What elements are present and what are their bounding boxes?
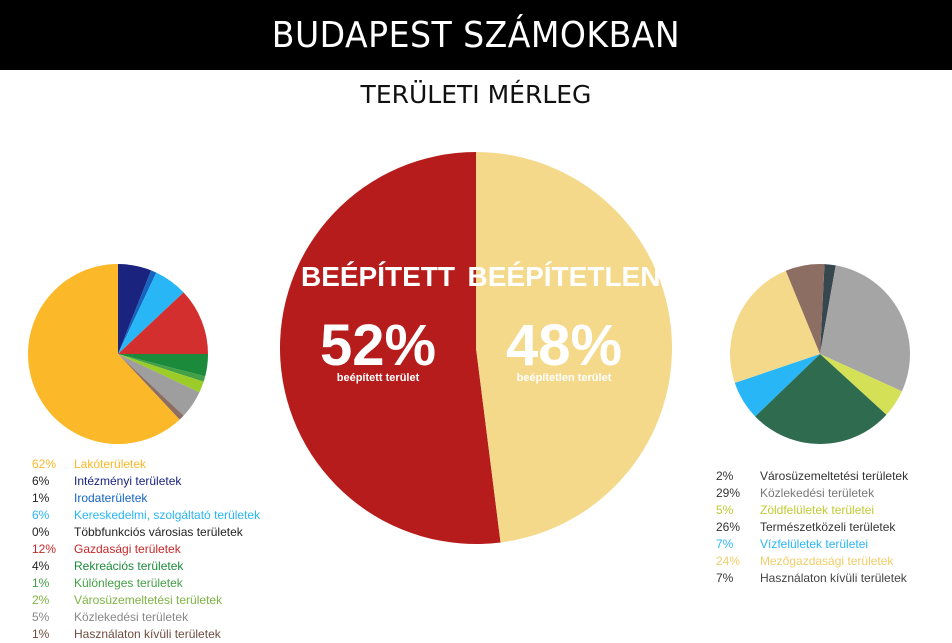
legend-item: 12% Gazdasági területek xyxy=(32,541,260,558)
legend-item-value: 7% xyxy=(716,537,734,551)
legend-item-label: Közlekedési területek xyxy=(74,610,189,624)
left-pie-slice xyxy=(118,354,200,416)
legend-item-label: Különleges területek xyxy=(74,576,183,590)
legend-item-label: Rekreációs területek xyxy=(74,559,184,573)
legend-item-value: 24% xyxy=(716,554,741,568)
legend-item-value: 29% xyxy=(716,486,741,500)
legend-item: 24% Mezőgazdasági területek xyxy=(716,553,908,570)
main-pie-slice xyxy=(476,152,672,543)
right-pie-chart xyxy=(730,264,910,444)
legend-item: 29% Közlekedési területek xyxy=(716,485,908,502)
legend-item: 1% Használaton kívüli területek xyxy=(32,626,260,643)
legend-item-value: 6% xyxy=(32,508,50,522)
page-title: BUDAPEST SZÁMOKBAN xyxy=(271,14,681,56)
right-pie-slice xyxy=(730,270,820,383)
main-pie-caption: beépítetlen terület xyxy=(517,372,612,384)
main-pie-slice xyxy=(279,152,501,544)
legend-item-label: Városüzemeltetési területek xyxy=(74,593,223,607)
legend-item-value: 4% xyxy=(32,559,50,573)
legend-item-value: 12% xyxy=(32,542,57,556)
left-pie-slice xyxy=(118,354,208,377)
legend-item: 6% Intézményi területek xyxy=(32,473,260,490)
legend-item: 26% Természetközeli területek xyxy=(716,519,908,536)
right-pie-slice xyxy=(734,354,820,417)
legend-item-label: Irodaterületek xyxy=(74,491,148,505)
left-pie-slice xyxy=(118,270,157,354)
left-pie-slice xyxy=(118,264,152,354)
legend-item-value: 5% xyxy=(716,503,734,517)
legend-item-value: 62% xyxy=(32,457,57,471)
legend-item-value: 26% xyxy=(716,520,741,534)
left-pie-slice xyxy=(118,292,208,354)
legend-item-value: 1% xyxy=(32,627,50,641)
legend-item-value: 1% xyxy=(32,576,50,590)
legend-item-label: Használaton kívüli területek xyxy=(760,571,907,585)
legend-item-value: 2% xyxy=(716,469,734,483)
legend-item-value: 1% xyxy=(32,491,50,505)
legend-item-value: 6% xyxy=(32,474,50,488)
main-pie-slice-label: BEÉPÍTETLEN xyxy=(468,261,661,292)
legend-item-label: Lakóterületek xyxy=(74,457,147,471)
legend-item: 62% Lakóterületek xyxy=(32,456,260,473)
legend-item-label: Városüzemeltetési területek xyxy=(760,469,909,483)
main-pie-slice-label: BEÉPÍTETT xyxy=(301,261,455,292)
legend-item-label: Kereskedelmi, szolgáltató területek xyxy=(74,508,261,522)
legend-item-label: Természetközeli területek xyxy=(760,520,896,534)
left-pie-slice xyxy=(118,354,204,393)
legend-item-label: Többfunkciós városias területek xyxy=(74,525,243,539)
right-legend: 2% Városüzemeltetési területek 29% Közleked… xyxy=(716,468,908,587)
main-pie-value-label: 48% xyxy=(506,313,622,378)
legend-item: 2% Városüzemeltetési területek xyxy=(32,592,260,609)
legend-item: 1% Irodaterületek xyxy=(32,490,260,507)
legend-item-value: 0% xyxy=(32,525,50,539)
right-pie-slice xyxy=(820,264,836,354)
right-pie-slice xyxy=(820,354,902,415)
title-bar: BUDAPEST SZÁMOKBAN xyxy=(0,0,952,70)
legend-item-label: Mezőgazdasági területek xyxy=(760,554,894,568)
legend-item-value: 7% xyxy=(716,571,734,585)
legend-item-label: Zöldfelületek területei xyxy=(760,503,875,517)
legend-item-label: Vízfelületek területei xyxy=(760,537,869,551)
legend-item: 6% Kereskedelmi, szolgáltató területek xyxy=(32,507,260,524)
left-legend: 62% Lakóterületek 6% Intézményi területek 1%… xyxy=(32,456,260,643)
right-pie-slice xyxy=(785,264,825,354)
legend-item-label: Közlekedési területek xyxy=(760,486,875,500)
legend-item: 5% Zöldfelületek területei xyxy=(716,502,908,519)
legend-item: 2% Városüzemeltetési területek xyxy=(716,468,908,485)
page-subtitle: TERÜLETI MÉRLEG xyxy=(360,80,592,109)
legend-item-label: Gazdasági területek xyxy=(74,542,181,556)
legend-item: 0% Többfunkciós városias területek xyxy=(32,524,260,541)
left-pie-slice xyxy=(118,354,206,382)
left-pie-slice xyxy=(118,272,184,354)
right-pie-slice xyxy=(820,265,910,392)
legend-item-value: 5% xyxy=(32,610,50,624)
left-pie-slice xyxy=(118,354,184,420)
main-pie-chart: BEÉPÍTETT 52%beépített terület BEÉPÍTETLEN… xyxy=(279,152,672,544)
right-pie-slice xyxy=(755,354,887,444)
left-pie-slice xyxy=(27,264,180,444)
main-pie-value-label: 52% xyxy=(320,313,436,378)
legend-item: 7% Vízfelületek területei xyxy=(716,536,908,553)
legend-item-value: 2% xyxy=(32,593,50,607)
legend-item-label: Intézményi területek xyxy=(74,474,182,488)
legend-item: 1% Különleges területek xyxy=(32,575,260,592)
left-pie-chart xyxy=(27,264,208,444)
main-pie-caption: beépített terület xyxy=(337,372,420,384)
legend-item: 7% Használaton kívüli területek xyxy=(716,570,908,587)
legend-item: 4% Rekreációs területek xyxy=(32,558,260,575)
legend-item: 5% Közlekedési területek xyxy=(32,609,260,626)
legend-item-label: Használaton kívüli területek xyxy=(74,627,221,641)
